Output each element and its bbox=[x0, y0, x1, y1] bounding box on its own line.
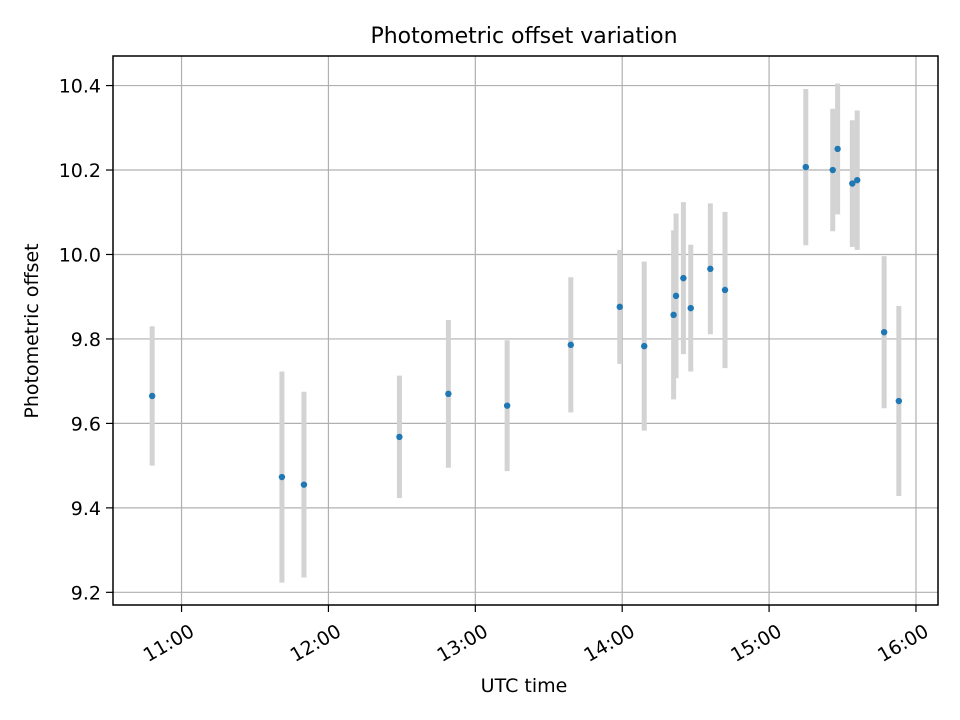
chart-title: Photometric offset variation bbox=[370, 24, 677, 49]
axis-ticks: 11:00 12:00 13:00 14:00 15:00 16:00 9.2 9.4 9.6 9… bbox=[59, 76, 933, 667]
data-point bbox=[721, 286, 729, 294]
x-tick-label: 16:00 bbox=[874, 620, 932, 666]
y-tick-label: 10.2 bbox=[59, 160, 101, 182]
data-point bbox=[680, 274, 687, 282]
data-point bbox=[834, 145, 841, 153]
x-tick-label: 15:00 bbox=[727, 620, 785, 666]
data-point bbox=[854, 176, 861, 184]
data-point bbox=[616, 303, 623, 311]
data-point bbox=[687, 304, 694, 312]
data-point bbox=[707, 265, 714, 273]
data-point bbox=[396, 433, 403, 441]
x-tick-label: 14:00 bbox=[580, 620, 638, 666]
data-point bbox=[148, 392, 156, 400]
y-tick-label: 10.0 bbox=[59, 244, 101, 266]
data-point bbox=[641, 342, 648, 350]
y-axis-label: Photometric offset bbox=[21, 243, 43, 418]
grid bbox=[113, 56, 938, 605]
y-tick-label: 9.8 bbox=[71, 329, 101, 351]
data-point bbox=[278, 473, 286, 481]
y-tick-label: 9.2 bbox=[71, 582, 101, 604]
data-point bbox=[670, 311, 677, 319]
plot-area-frame bbox=[112, 55, 939, 606]
data-point bbox=[445, 390, 452, 398]
x-axis-label: UTC time bbox=[481, 675, 568, 697]
x-tick-label: 11:00 bbox=[140, 620, 198, 666]
data-point bbox=[849, 180, 856, 187]
x-tick-label: 13:00 bbox=[433, 620, 491, 666]
x-tick-label: 12:00 bbox=[287, 620, 345, 666]
y-tick-label: 10.4 bbox=[59, 76, 101, 98]
data-point bbox=[300, 481, 308, 488]
y-tick-label: 9.4 bbox=[71, 498, 101, 520]
data-point bbox=[829, 166, 836, 174]
y-tick-label: 9.6 bbox=[71, 413, 101, 435]
data-point bbox=[503, 402, 511, 409]
data-point bbox=[672, 292, 680, 300]
data-point bbox=[880, 328, 888, 336]
data-points bbox=[148, 145, 903, 488]
data-point bbox=[895, 397, 903, 405]
data-point bbox=[802, 163, 810, 171]
data-point bbox=[567, 341, 574, 349]
